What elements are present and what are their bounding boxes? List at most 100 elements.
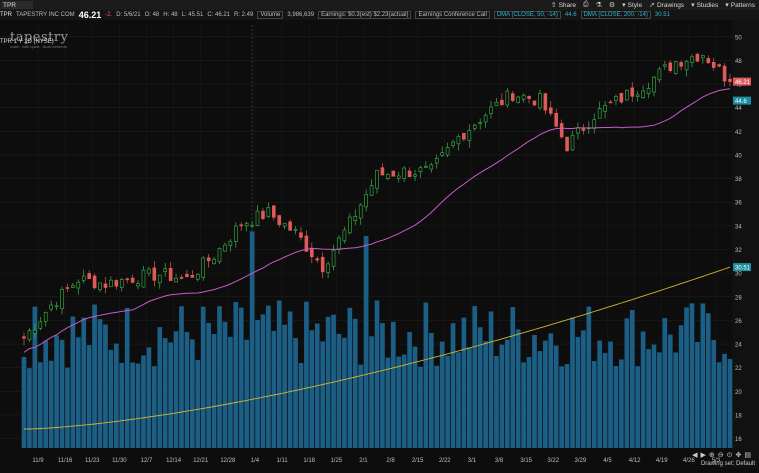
volume-bar — [37, 362, 43, 448]
volume-bar — [352, 318, 358, 448]
candle-body — [711, 61, 716, 68]
x-tick-label: 2/22 — [439, 458, 451, 464]
symbol-input[interactable]: TPR — [1, 1, 33, 9]
candle-body — [174, 277, 178, 283]
volume-bar — [211, 334, 217, 448]
candle-body — [54, 305, 59, 308]
volume-bar — [260, 314, 266, 448]
candle-body — [641, 90, 645, 99]
x-tick-label: 3/8 — [495, 458, 504, 464]
timeframe-label[interactable]: TPR 1 Y 1D (NYSE) — [0, 39, 54, 45]
zoom-in-icon[interactable]: ⊕ — [708, 452, 715, 459]
volume-bar — [48, 360, 54, 448]
drawings-button[interactable]: ➚ Drawings — [649, 1, 684, 10]
dma200-label[interactable]: DMA (CLOSE, 200, -14) — [580, 11, 651, 19]
candle-body — [22, 336, 26, 339]
candle-body — [179, 277, 184, 279]
gear-button[interactable]: ⚙ — [609, 1, 615, 9]
drawings-icon: ➚ — [649, 2, 655, 9]
candle-body — [516, 96, 521, 103]
print-button[interactable]: ⎙ — [583, 1, 589, 9]
style-button[interactable]: ▾ Style — [622, 1, 642, 10]
x-tick-label: 3/15 — [520, 458, 532, 464]
patterns-label: Patterns — [730, 1, 755, 9]
candle-body — [320, 256, 325, 273]
bar-range: R: 2.49 — [234, 12, 254, 18]
candle-body — [277, 215, 282, 225]
volume-bar — [461, 317, 467, 448]
candle-body — [701, 55, 705, 59]
pan-icon[interactable]: ✥ — [735, 452, 742, 459]
x-tick-label: 1/11 — [276, 458, 288, 464]
volume-bar — [298, 363, 304, 448]
volume-bar — [407, 332, 412, 448]
volume-bar — [629, 309, 635, 448]
share-label: Share — [558, 1, 576, 9]
candle-body — [33, 330, 37, 334]
volume-bar — [271, 330, 277, 448]
volume-bar — [716, 362, 722, 448]
chart-area[interactable]: 50484644424038363432302826242220181611/9… — [0, 20, 759, 468]
volume-bar — [608, 341, 613, 448]
candle-body — [451, 141, 455, 146]
gear-icon: ⚙ — [608, 2, 616, 9]
symbol-label[interactable]: TPR — [0, 12, 12, 18]
chart-settings-icon[interactable]: ▤ — [744, 452, 751, 459]
volume-bar — [65, 367, 70, 448]
x-tick-label: 2/1 — [359, 458, 368, 464]
bar-open: O: 48 — [144, 12, 160, 18]
volume-bar — [92, 304, 97, 448]
volume-bar — [635, 366, 641, 448]
price-chart[interactable]: 50484644424038363432302826242220181611/9… — [0, 20, 759, 468]
volume-bar — [499, 344, 505, 448]
candle-body — [597, 108, 602, 119]
last-price-marker-bg — [733, 77, 751, 86]
y-tick-label: 24 — [735, 343, 742, 349]
volume-bar — [428, 333, 434, 448]
volume-bar — [472, 306, 478, 448]
studies-button[interactable]: ▾ Studies — [691, 1, 718, 10]
candle-body — [543, 93, 548, 111]
volume-bar — [146, 347, 152, 448]
scroll-right-icon[interactable]: ▶ — [700, 452, 706, 459]
share-button[interactable]: ⇧ Share — [551, 1, 576, 10]
candle-body — [570, 134, 575, 151]
zoom-reset-icon[interactable]: ⊙ — [726, 452, 733, 459]
volume-bar — [385, 357, 391, 448]
volume-label[interactable]: Volume — [257, 11, 284, 19]
volume-bar — [43, 340, 49, 448]
volume-bar — [282, 324, 288, 448]
earnings-label[interactable]: Earnings: $0.3(est) $2.23(actual) — [318, 11, 412, 19]
candle-body — [630, 87, 635, 97]
candle-body — [679, 62, 683, 67]
scroll-left-icon[interactable]: ◀ — [692, 452, 698, 459]
y-tick-label: 20 — [735, 390, 742, 396]
candle-body — [157, 274, 162, 284]
volume-bar — [559, 366, 564, 448]
flask-button[interactable]: ⚗ — [596, 1, 602, 9]
zoom-out-icon[interactable]: ⊖ — [717, 452, 724, 459]
volume-bar — [543, 340, 548, 448]
candle-body — [565, 136, 569, 152]
volume-bar — [336, 333, 342, 448]
volume-bar — [200, 306, 206, 448]
volume-value: 3,986,639 — [287, 12, 315, 18]
y-tick-label: 32 — [735, 248, 742, 254]
candle-body — [38, 321, 43, 329]
candle-body — [190, 275, 195, 278]
volume-bar — [619, 359, 624, 448]
candle-body — [635, 94, 640, 97]
candle-body — [559, 123, 564, 138]
patterns-button[interactable]: ▾ Patterns — [725, 1, 755, 10]
volume-bar — [108, 349, 114, 448]
x-tick-label: 11/30 — [112, 458, 127, 464]
candle-body — [299, 232, 303, 238]
volume-bar — [689, 303, 695, 448]
volume-bar — [564, 364, 570, 448]
candle-body — [168, 267, 173, 281]
dma50-label[interactable]: DMA (CLOSE, 50, -14) — [493, 11, 561, 19]
x-tick-label: 1/25 — [330, 458, 342, 464]
volume-bar — [586, 306, 592, 448]
candle-body — [440, 152, 444, 156]
conference-call-label[interactable]: Earnings Conference Call — [415, 11, 490, 19]
